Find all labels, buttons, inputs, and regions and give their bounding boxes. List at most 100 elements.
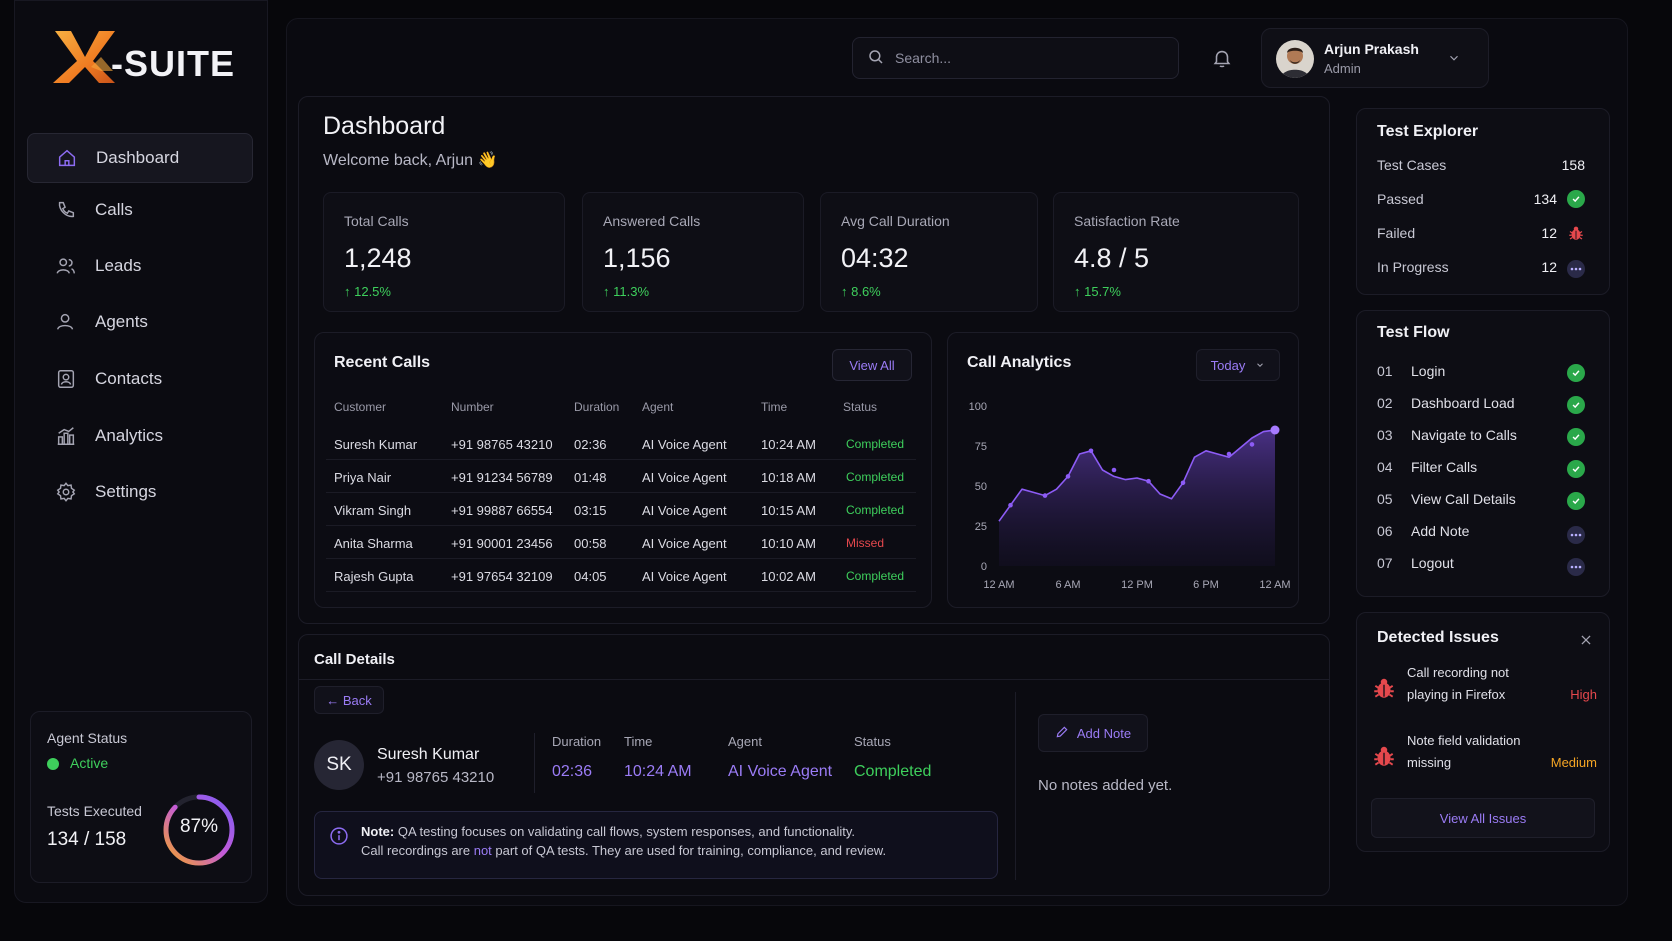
column-header: Number — [451, 400, 494, 414]
sidebar-item-dashboard[interactable]: Dashboard — [27, 133, 253, 183]
test-explorer-value: 134 — [1533, 191, 1557, 207]
caller-phone: +91 98765 43210 — [377, 769, 495, 786]
test-explorer-label: Passed — [1377, 191, 1424, 207]
pencil-icon — [1055, 725, 1069, 742]
stat-value: 1,248 — [344, 243, 412, 273]
issue-text: playing in Firefox — [1407, 687, 1506, 702]
detected-issues-title: Detected Issues — [1377, 629, 1499, 646]
table-cell: AI Voice Agent — [642, 437, 727, 452]
test-explorer-row: Test Cases 158 — [1377, 157, 1585, 173]
agent-status-card: Agent Status Active Tests Executed 134 /… — [30, 711, 252, 883]
back-button[interactable]: ← Back — [314, 686, 384, 714]
stat-change: ↑ 15.7% — [1074, 284, 1121, 299]
sidebar-item-settings[interactable]: Settings — [27, 467, 253, 517]
in-progress-icon — [1567, 556, 1585, 576]
qa-note-line2: Call recordings are not part of QA tests… — [361, 843, 886, 858]
tests-executed-value: 134 / 158 — [47, 829, 127, 850]
range-select[interactable]: Today — [1196, 349, 1280, 381]
status-badge: Completed — [846, 470, 905, 484]
test-flow-step[interactable]: 05 View Call Details — [1377, 491, 1585, 511]
table-cell: +91 97654 32109 — [451, 569, 553, 584]
stat-card-avg-duration: Avg Call Duration 04:32 ↑ 8.6% — [820, 192, 1038, 312]
welcome-text: Welcome back, Arjun 👋 — [323, 152, 498, 169]
search-input[interactable] — [895, 50, 1155, 66]
analytics-icon — [55, 425, 77, 447]
table-row[interactable]: Suresh Kumar +91 98765 43210 02:36 AI Voice… — [326, 427, 916, 460]
issue-text: missing — [1407, 755, 1452, 770]
stat-value: 04:32 — [841, 243, 909, 273]
issue-item[interactable]: Call recording not playing in Firefox High — [1371, 665, 1597, 715]
chevron-down-icon[interactable] — [1447, 51, 1461, 70]
test-explorer-row: Failed 12 — [1377, 225, 1585, 241]
column-header: Duration — [574, 400, 620, 414]
check-icon — [1567, 396, 1585, 414]
recent-calls-title: Recent Calls — [334, 354, 431, 371]
sidebar-item-contacts[interactable]: Contacts — [27, 354, 253, 404]
test-flow-step[interactable]: 04 Filter Calls — [1377, 459, 1585, 479]
sidebar-item-agents[interactable]: Agents — [27, 297, 253, 347]
chevron-down-icon — [1255, 358, 1265, 373]
data-point — [1008, 502, 1013, 508]
bug-icon — [1371, 675, 1397, 706]
table-row[interactable]: Vikram Singh +91 99887 66554 03:15 AI Voice… — [326, 493, 916, 526]
add-note-label: Add Note — [1076, 725, 1132, 741]
test-explorer-label: Failed — [1377, 225, 1416, 241]
info-icon — [329, 826, 349, 851]
issue-item[interactable]: Note field validation missing Medium — [1371, 733, 1597, 783]
table-cell: AI Voice Agent — [642, 536, 727, 551]
table-cell: AI Voice Agent — [642, 470, 727, 485]
y-tick-label: 0 — [981, 561, 987, 573]
test-flow-step[interactable]: 06 Add Note — [1377, 523, 1585, 544]
divider — [534, 733, 535, 793]
step-label: Dashboard Load — [1411, 395, 1515, 411]
table-row[interactable]: Anita Sharma +91 90001 23456 00:58 AI Voice… — [326, 526, 916, 559]
sidebar-item-leads[interactable]: Leads — [27, 241, 253, 291]
brand-logo[interactable]: -SUITE — [41, 23, 251, 93]
data-point — [1270, 425, 1280, 435]
sidebar-item-label: Settings — [95, 482, 157, 501]
user-name: Arjun Prakash — [1324, 41, 1419, 57]
sidebar-item-label: Analytics — [95, 426, 164, 445]
view-all-issues-button[interactable]: View All Issues — [1371, 798, 1595, 838]
table-cell: Suresh Kumar — [334, 437, 418, 452]
y-tick-label: 75 — [975, 441, 987, 453]
test-flow-step[interactable]: 03 Navigate to Calls — [1377, 427, 1585, 447]
call-analytics-title: Call Analytics — [967, 354, 1072, 371]
search-box[interactable] — [852, 37, 1179, 79]
test-flow-step[interactable]: 01 Login — [1377, 363, 1585, 383]
close-icon[interactable] — [1579, 633, 1593, 652]
test-explorer-row: In Progress 12 — [1377, 259, 1585, 278]
detail-label: Duration — [552, 734, 602, 749]
issue-text: Call recording not — [1407, 665, 1509, 680]
brand-text: -SUITE — [111, 43, 236, 84]
search-icon — [867, 48, 885, 69]
step-label: Filter Calls — [1411, 459, 1478, 475]
detected-issues-panel: Detected Issues Call recording not playin… — [1356, 612, 1610, 852]
table-cell: 02:36 — [574, 437, 607, 452]
test-flow-step[interactable]: 07 Logout — [1377, 555, 1585, 576]
divider — [1015, 692, 1016, 880]
stat-label: Answered Calls — [603, 213, 701, 229]
view-all-button[interactable]: View All — [832, 349, 912, 381]
note-text: part of QA tests. They are used for trai… — [491, 843, 887, 858]
table-row[interactable]: Rajesh Gupta +91 97654 32109 04:05 AI Voice… — [326, 559, 916, 592]
test-explorer-label: Test Cases — [1377, 157, 1447, 173]
test-flow-step[interactable]: 02 Dashboard Load — [1377, 395, 1585, 415]
severity-badge: High — [1570, 687, 1597, 702]
table-cell: AI Voice Agent — [642, 569, 727, 584]
status-badge: Completed — [846, 569, 905, 583]
step-number: 02 — [1377, 395, 1393, 411]
stat-card-satisfaction: Satisfaction Rate 4.8 / 5 ↑ 15.7% — [1053, 192, 1299, 312]
status-badge: Completed — [846, 503, 905, 517]
test-flow-panel: Test Flow 01 Login 02 Dashboard Load 03 Navig… — [1356, 310, 1610, 597]
user-menu[interactable]: Arjun Prakash Admin — [1261, 28, 1489, 88]
test-explorer-value: 158 — [1561, 157, 1585, 173]
table-row[interactable]: Priya Nair +91 91234 56789 01:48 AI Voice A… — [326, 460, 916, 493]
sidebar-item-calls[interactable]: Calls — [27, 185, 253, 235]
bell-icon[interactable] — [1211, 47, 1233, 74]
page-title: Dashboard — [323, 112, 446, 140]
add-note-button[interactable]: Add Note — [1038, 714, 1148, 752]
y-tick-label: 100 — [969, 401, 987, 413]
agent-icon — [55, 311, 77, 333]
sidebar-item-analytics[interactable]: Analytics — [27, 411, 253, 461]
